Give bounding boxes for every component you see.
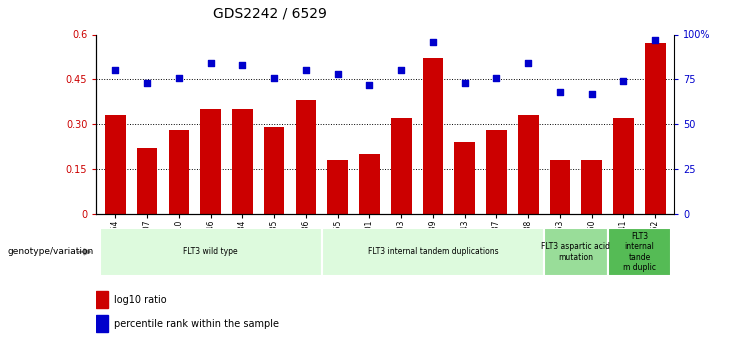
Text: percentile rank within the sample: percentile rank within the sample: [113, 319, 279, 329]
Text: FLT3 wild type: FLT3 wild type: [183, 247, 238, 256]
Point: [427, 39, 439, 45]
Bar: [422, 58, 443, 214]
Point: [617, 78, 629, 84]
Bar: [518, 115, 539, 214]
Bar: [486, 130, 507, 214]
Text: FLT3 internal tandem duplications: FLT3 internal tandem duplications: [368, 247, 498, 256]
Point: [110, 68, 122, 73]
Text: FLT3
internal
tande
m duplic: FLT3 internal tande m duplic: [623, 232, 656, 272]
Point: [142, 80, 153, 86]
Text: GDS2242 / 6529: GDS2242 / 6529: [213, 7, 327, 21]
Point: [364, 82, 376, 88]
Bar: [105, 115, 126, 214]
Bar: [391, 118, 411, 214]
Bar: [322, 228, 544, 276]
Point: [522, 60, 534, 66]
Text: log10 ratio: log10 ratio: [113, 295, 166, 305]
Bar: [608, 228, 671, 276]
Point: [459, 80, 471, 86]
Bar: [359, 154, 379, 214]
Bar: [296, 100, 316, 214]
Point: [649, 37, 661, 43]
Bar: [96, 291, 108, 308]
Point: [173, 75, 185, 80]
Point: [332, 71, 344, 77]
Text: genotype/variation: genotype/variation: [7, 247, 93, 256]
Bar: [137, 148, 157, 214]
Bar: [645, 43, 665, 214]
Bar: [582, 160, 602, 214]
Bar: [454, 142, 475, 214]
Point: [268, 75, 280, 80]
Point: [300, 68, 312, 73]
Bar: [200, 109, 221, 214]
Bar: [99, 228, 322, 276]
Bar: [264, 127, 285, 214]
Bar: [232, 109, 253, 214]
Point: [205, 60, 216, 66]
Bar: [96, 315, 108, 332]
Point: [236, 62, 248, 68]
Text: FLT3 aspartic acid
mutation: FLT3 aspartic acid mutation: [542, 242, 611, 262]
Bar: [328, 160, 348, 214]
Bar: [613, 118, 634, 214]
Point: [491, 75, 502, 80]
Bar: [168, 130, 189, 214]
Point: [586, 91, 598, 97]
Bar: [550, 160, 571, 214]
Bar: [544, 228, 608, 276]
Point: [395, 68, 407, 73]
Point: [554, 89, 566, 95]
